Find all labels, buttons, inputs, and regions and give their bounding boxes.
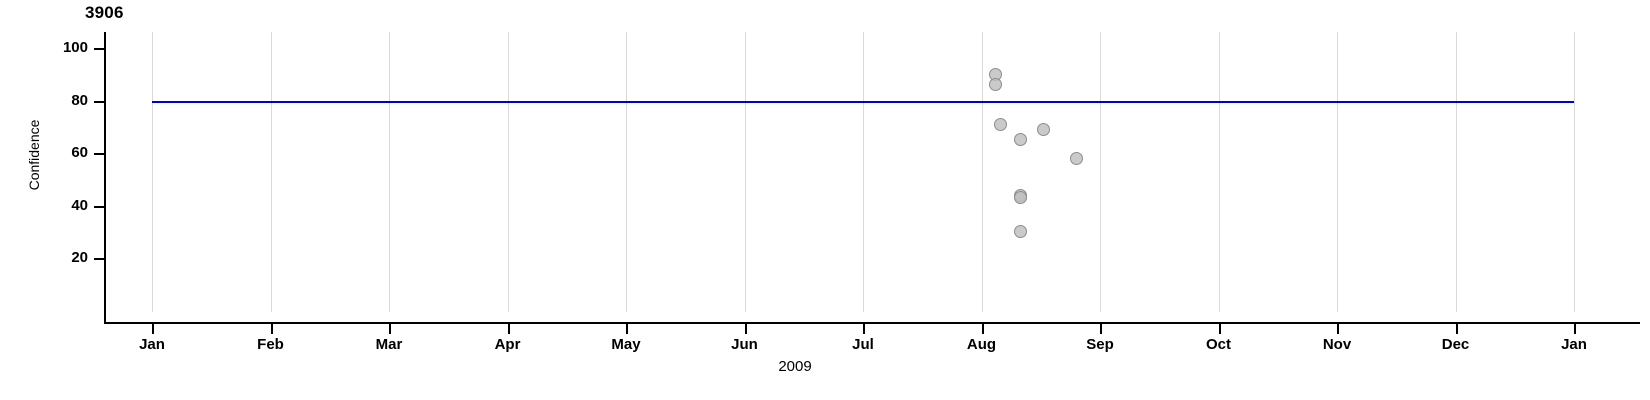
- x-axis-tick: [1218, 324, 1221, 334]
- gridline: [507, 32, 509, 312]
- x-axis-tick: [981, 324, 984, 334]
- y-axis-tick-label: 80: [71, 91, 88, 109]
- gridline: [270, 32, 272, 312]
- data-point[interactable]: [1014, 225, 1028, 239]
- y-axis-tick-label: 100: [62, 39, 88, 56]
- gridline: [1455, 32, 1457, 312]
- x-axis-tick-label: Aug: [966, 336, 997, 353]
- y-axis-tick: [94, 48, 104, 50]
- x-axis-tick-label: Jul: [852, 336, 874, 353]
- y-axis-tick: [94, 153, 104, 155]
- data-point[interactable]: [1036, 122, 1050, 136]
- x-axis-tick: [1574, 324, 1576, 334]
- x-axis-tick: [744, 324, 747, 334]
- gridline: [863, 32, 864, 312]
- x-axis-tick: [152, 324, 154, 334]
- x-axis-tick-label: Jun: [731, 336, 758, 353]
- x-axis-tick: [270, 324, 273, 334]
- y-axis-tick: [94, 205, 104, 208]
- gridline: [152, 32, 153, 312]
- gridline: [1218, 32, 1220, 312]
- y-axis-tick: [94, 258, 104, 260]
- gridline: [626, 32, 627, 312]
- x-axis-tick-label: Oct: [1205, 336, 1231, 353]
- data-point[interactable]: [1014, 191, 1028, 205]
- x-axis-tick-label: Apr: [494, 336, 521, 353]
- gridline: [1337, 32, 1338, 312]
- x-axis-tick: [507, 324, 510, 334]
- x-axis-tick-label: Jan: [1561, 336, 1587, 353]
- y-axis-tick-label: 20: [71, 249, 88, 266]
- x-axis-title-text: 2009: [778, 358, 812, 375]
- reference-line: [152, 100, 1574, 103]
- chart-title: 3906: [85, 3, 124, 22]
- data-point[interactable]: [1014, 133, 1028, 147]
- x-axis-tick-label: Mar: [375, 336, 403, 353]
- data-point[interactable]: [993, 117, 1007, 131]
- x-axis-tick-label: May: [611, 336, 641, 353]
- y-axis-tick-label: 60: [71, 144, 88, 161]
- x-axis-tick-label: Nov: [1322, 336, 1352, 353]
- data-point[interactable]: [989, 78, 1003, 92]
- gridline: [1574, 32, 1575, 312]
- y-axis-tick-label: 40: [71, 196, 88, 214]
- x-axis-tick: [1455, 324, 1458, 334]
- y-axis-spine: [104, 32, 106, 323]
- data-point[interactable]: [1069, 151, 1083, 165]
- x-axis-tick-label: Dec: [1441, 336, 1470, 353]
- x-axis-tick-label: Feb: [257, 336, 284, 353]
- x-axis-tick-label: Jan: [139, 336, 165, 353]
- gridline: [389, 32, 390, 312]
- gridline: [744, 32, 746, 312]
- x-axis-tick-label: Sep: [1086, 336, 1114, 353]
- gridline: [981, 32, 983, 312]
- gridline: [1100, 32, 1101, 312]
- x-axis-tick: [863, 324, 865, 334]
- x-axis-spine: [104, 322, 1640, 324]
- x-axis-tick: [1337, 324, 1339, 334]
- x-axis-tick: [626, 324, 628, 334]
- x-axis-title: 2009: [0, 358, 1650, 375]
- x-axis-tick: [389, 324, 391, 334]
- x-axis-tick: [1100, 324, 1102, 334]
- y-axis-tick: [94, 100, 104, 103]
